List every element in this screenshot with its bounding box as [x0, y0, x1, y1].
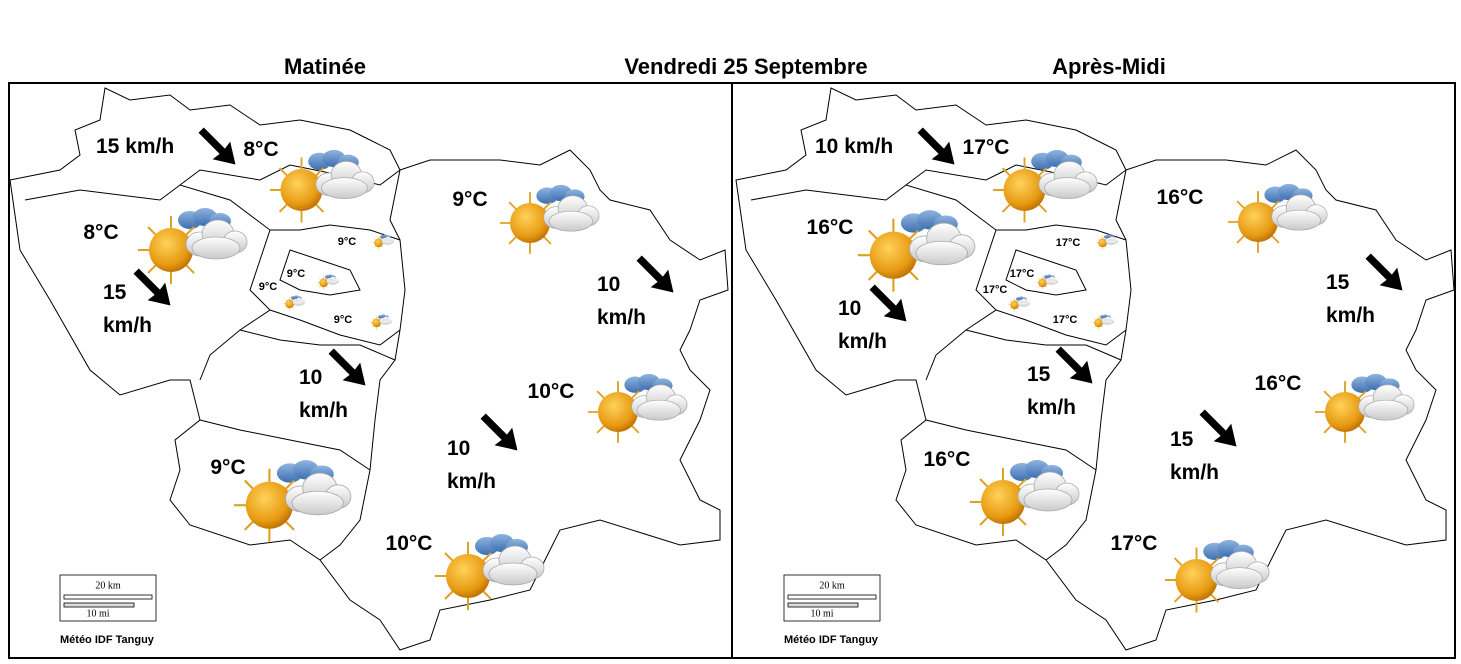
- scale-mi: 10 mi: [810, 608, 834, 620]
- temperature: 10°C: [527, 380, 575, 403]
- scale-km: 20 km: [819, 580, 845, 592]
- temperature: 17°C: [962, 136, 1010, 159]
- credit: Météo IDF Tanguy: [60, 634, 154, 646]
- wind-speed: 15 km/h: [1170, 428, 1220, 484]
- scale-bar-mi: [787, 602, 859, 608]
- date: Vendredi 25 Septembre: [624, 54, 868, 79]
- decorations: [59, 127, 1415, 622]
- temperature: 16°C: [1156, 186, 1204, 209]
- wind-speed: 10 km/h: [815, 135, 894, 158]
- temperature: 16°C: [923, 448, 971, 471]
- temperature: 8°C: [243, 138, 279, 161]
- temperature: 10°C: [385, 532, 433, 555]
- temperature-small: 9°C: [333, 314, 353, 326]
- temperature: 9°C: [210, 456, 246, 479]
- temperature: 16°C: [1254, 372, 1302, 395]
- wind-speed: 15 km/h: [1027, 363, 1077, 419]
- temperature-small: 17°C: [1009, 268, 1035, 280]
- temperature: 8°C: [83, 221, 119, 244]
- temperature: 17°C: [1110, 532, 1158, 555]
- wind-speed: 10 km/h: [597, 273, 647, 329]
- temperature-small: 17°C: [982, 284, 1008, 296]
- wind-speed: 15 km/h: [96, 135, 175, 158]
- panel-title: Matinée: [284, 54, 366, 79]
- temperature-small: 17°C: [1055, 237, 1081, 249]
- wind-speed: 10 km/h: [299, 366, 349, 422]
- scale-km: 20 km: [95, 580, 121, 592]
- temperature-small: 9°C: [258, 281, 278, 293]
- scale-bar-km: [63, 594, 153, 600]
- wind-speed: 15 km/h: [1326, 271, 1376, 327]
- wind-speed: 10 km/h: [838, 297, 888, 353]
- temperature-small: 9°C: [286, 268, 306, 280]
- temperature-small: 17°C: [1052, 314, 1078, 326]
- map-left: [9, 87, 729, 651]
- temperature-small: 9°C: [337, 236, 357, 248]
- scale-bar-mi: [63, 602, 135, 608]
- temperature: 9°C: [452, 188, 488, 211]
- credit: Météo IDF Tanguy: [784, 634, 878, 646]
- wind-speed: 10 km/h: [447, 437, 497, 493]
- wind-speed: 15 km/h: [103, 281, 153, 337]
- scale-bar-km: [787, 594, 877, 600]
- scale-mi: 10 mi: [86, 608, 110, 620]
- temperature: 16°C: [806, 216, 854, 239]
- panel-title: Après-Midi: [1052, 54, 1166, 79]
- map-right: [735, 87, 1455, 651]
